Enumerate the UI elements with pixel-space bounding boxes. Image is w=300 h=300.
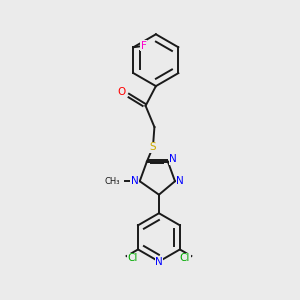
Text: N: N bbox=[155, 257, 163, 267]
Text: CH₃: CH₃ bbox=[104, 177, 120, 186]
Text: N: N bbox=[169, 154, 177, 164]
Text: S: S bbox=[150, 142, 156, 152]
Text: Cl: Cl bbox=[180, 254, 190, 263]
Text: O: O bbox=[117, 87, 126, 97]
Text: F: F bbox=[141, 41, 147, 51]
Text: N: N bbox=[130, 176, 138, 186]
Text: Cl: Cl bbox=[128, 254, 138, 263]
Text: N: N bbox=[176, 176, 184, 186]
